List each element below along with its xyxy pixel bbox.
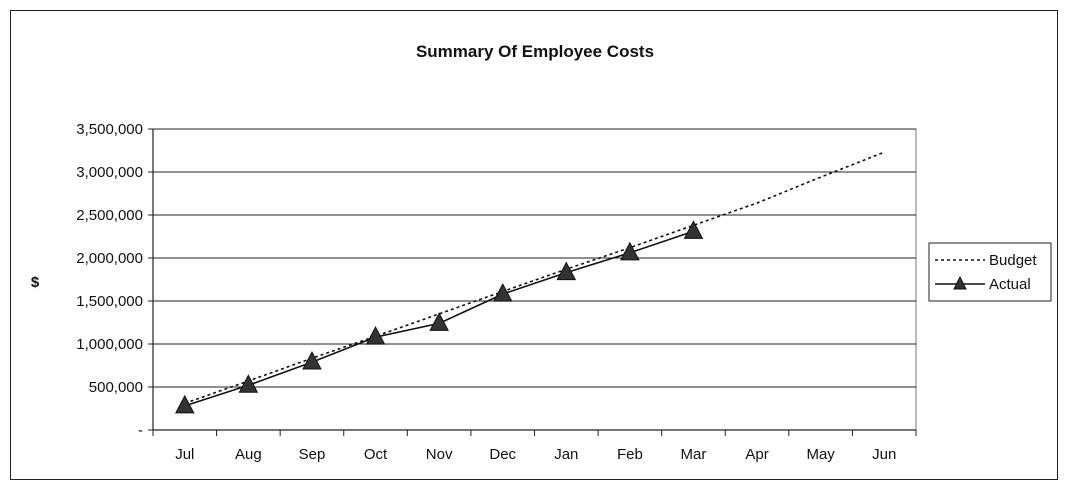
y-tick-label: -	[138, 422, 143, 439]
x-tick-label: Mar	[681, 446, 707, 463]
x-tick-label: Apr	[745, 446, 768, 463]
data-point-actual	[302, 350, 322, 370]
y-tick-label: 2,000,000	[76, 250, 143, 267]
data-point-actual	[556, 261, 577, 281]
y-tick-label: 1,000,000	[76, 336, 143, 353]
y-tick-label: 3,000,000	[76, 164, 143, 181]
y-tick-label: 1,500,000	[76, 293, 143, 310]
data-point-actual	[365, 326, 386, 345]
data-point-actual	[429, 312, 449, 331]
data-point-actual	[620, 241, 640, 261]
data-point-actual	[238, 374, 259, 393]
data-point-actual	[174, 394, 195, 414]
legend-box	[928, 242, 1052, 302]
x-tick-label: Dec	[489, 446, 516, 463]
y-tick-label: 3,500,000	[76, 121, 143, 138]
y-tick-label: 2,500,000	[76, 207, 143, 224]
x-tick-label: Jun	[872, 446, 896, 463]
x-tick-label: Oct	[364, 446, 388, 463]
legend-label-budget: Budget	[989, 252, 1037, 269]
y-axis-label: $	[31, 274, 40, 291]
legend-label-actual: Actual	[989, 276, 1031, 293]
data-point-actual	[492, 283, 513, 302]
x-tick-label: Jul	[175, 446, 194, 463]
x-tick-label: Jan	[554, 446, 578, 463]
y-tick-label: 500,000	[89, 379, 143, 396]
data-point-actual	[683, 220, 704, 239]
plot-area: - 500,000 1,000,000 1,500,000 2,000,000 2,500…	[76, 121, 917, 463]
legend: Budget Actual	[928, 242, 1052, 302]
x-tick-label: Nov	[426, 446, 453, 463]
x-tick-label: Sep	[299, 446, 326, 463]
chart-frame: Summary Of Employee Costs $ - 500,000 1,00…	[10, 10, 1058, 480]
x-tick-label: May	[806, 446, 835, 463]
line-chart: Summary Of Employee Costs $ - 500,000 1,00…	[31, 42, 1052, 463]
chart-title: Summary Of Employee Costs	[416, 42, 654, 61]
x-tick-label: Aug	[235, 446, 262, 463]
plot-background	[152, 128, 917, 431]
legend-marker-actual	[953, 275, 967, 290]
x-tick-label: Feb	[617, 446, 643, 463]
